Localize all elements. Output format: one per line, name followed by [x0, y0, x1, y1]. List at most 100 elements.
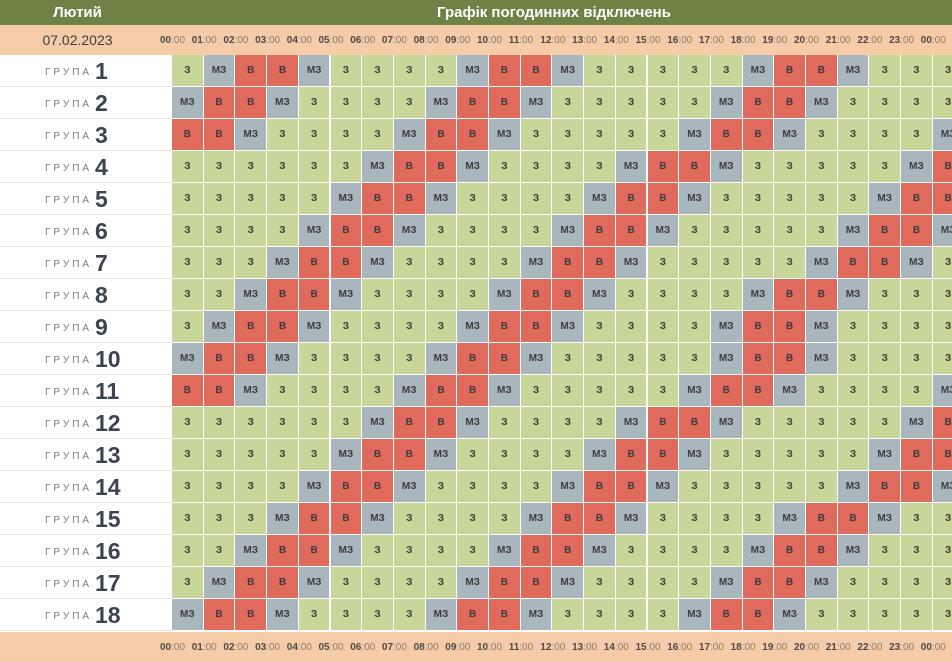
status-cell-z: З — [869, 55, 902, 87]
status-cell-z: З — [298, 439, 331, 471]
status-cell-z: З — [298, 119, 331, 151]
status-cell-z: З — [330, 375, 363, 407]
group-label: ГРУПА 1 — [0, 55, 172, 87]
status-cell-v: В — [742, 87, 775, 119]
status-cell-v: В — [267, 55, 299, 87]
status-cell-z: З — [362, 119, 394, 151]
status-cell-z: З — [679, 247, 711, 279]
status-cell-mz: МЗ — [203, 55, 236, 87]
minutes-suffix: :00 — [424, 642, 439, 653]
status-cell-mz: МЗ — [552, 567, 585, 599]
group-label: ГРУПА 16 — [0, 535, 172, 567]
status-cell-mz: МЗ — [774, 503, 806, 535]
hour-label: 19:00 — [762, 641, 787, 655]
status-cell-v: В — [393, 439, 426, 471]
group-word: ГРУПА — [45, 451, 93, 462]
status-cell-v: В — [584, 503, 616, 535]
status-cell-v: В — [298, 247, 331, 279]
status-cell-mz: МЗ — [362, 151, 394, 183]
status-cell-v: В — [425, 407, 458, 439]
hour-value: 23 — [889, 35, 901, 46]
status-cell-z: З — [932, 87, 952, 119]
hour-value: 05 — [318, 642, 330, 653]
status-cell-z: З — [203, 183, 236, 215]
minutes-suffix: :00 — [488, 642, 503, 653]
status-cell-z: З — [362, 311, 394, 343]
status-cell-mz: МЗ — [235, 279, 268, 311]
hour-label: 15:00 — [636, 34, 661, 48]
status-cell-v: В — [774, 87, 806, 119]
status-cell-z: З — [837, 567, 870, 599]
status-cell-z: З — [267, 471, 299, 503]
status-cell-z: З — [362, 567, 394, 599]
status-cell-mz: МЗ — [806, 247, 838, 279]
hour-label: 06:00 — [350, 34, 375, 48]
status-cell-z: З — [837, 87, 870, 119]
status-cell-z: З — [298, 599, 331, 631]
status-cell-mz: МЗ — [932, 119, 952, 151]
status-cell-z: З — [679, 279, 711, 311]
status-cell-z: З — [457, 215, 489, 247]
hour-value: 16 — [667, 642, 679, 653]
group-number: 13 — [95, 442, 121, 468]
minutes-suffix: :00 — [710, 35, 724, 46]
hour-value: 20 — [794, 35, 806, 46]
status-cell-z: З — [679, 471, 711, 503]
status-cell-z: З — [489, 471, 521, 503]
status-cell-v: В — [520, 567, 553, 599]
status-cell-z: З — [901, 375, 933, 407]
status-cell-v: В — [584, 215, 616, 247]
status-cell-z: З — [552, 119, 585, 151]
status-cell-z: З — [425, 567, 458, 599]
status-cell-z: З — [362, 375, 394, 407]
header-bar: Лютий Графік погодинних відключень — [0, 0, 952, 25]
status-cell-z: З — [203, 503, 236, 535]
status-cell-z: З — [869, 279, 902, 311]
status-cell-z: З — [393, 55, 426, 87]
status-cell-v: В — [774, 567, 806, 599]
status-cell-z: З — [362, 535, 394, 567]
hour-label: 08:00 — [414, 34, 439, 48]
status-cell-v: В — [710, 375, 743, 407]
status-cell-mz: МЗ — [679, 183, 711, 215]
status-cell-z: З — [552, 343, 585, 375]
status-cell-mz: МЗ — [806, 87, 838, 119]
status-cell-z: З — [457, 503, 489, 535]
hour-label: 13:00 — [572, 641, 597, 655]
date-label: 07.02.2023 — [42, 32, 113, 48]
hour-value: 06 — [350, 35, 362, 46]
status-cell-mz: МЗ — [774, 119, 806, 151]
status-cell-mz: МЗ — [457, 151, 489, 183]
status-cell-z: З — [520, 471, 553, 503]
status-cell-v: В — [489, 55, 521, 87]
group-row: ГРУПА 17 З МЗ В В МЗ З З З З МЗ В В МЗ З З З З МЗ В В МЗ З З З З — [0, 567, 952, 599]
status-cell-v: В — [615, 183, 648, 215]
status-cell-v: В — [298, 503, 331, 535]
status-cell-z: З — [806, 407, 838, 439]
status-cell-v: В — [172, 375, 204, 407]
status-cell-z: З — [647, 311, 680, 343]
group-row: ГРУПА11ВВМЗЗЗЗЗМЗВВМЗЗЗЗЗЗМЗВВМЗЗЗЗЗМЗ — [0, 375, 952, 407]
status-cell-mz: МЗ — [425, 439, 458, 471]
status-cell-v: В — [235, 311, 268, 343]
group-number: 15 — [95, 506, 121, 532]
status-cell-z: З — [267, 375, 299, 407]
group-row: ГРУПА 13 З З З З З МЗ В В МЗ З З З З МЗ В В МЗ З З З З З МЗ В В — [0, 439, 952, 471]
minutes-suffix: :00 — [710, 642, 724, 653]
minutes-suffix: :00 — [678, 35, 693, 46]
status-cell-z: З — [742, 215, 775, 247]
minutes-suffix: :00 — [266, 642, 281, 653]
group-word: ГРУПА — [45, 195, 93, 206]
status-cell-z: З — [710, 183, 743, 215]
status-cell-mz: МЗ — [330, 439, 363, 471]
status-cell-z: З — [203, 471, 236, 503]
status-cell-mz: МЗ — [679, 375, 711, 407]
status-cell-v: В — [203, 599, 236, 631]
status-cell-z: З — [806, 471, 838, 503]
hour-label: 11:00 — [509, 641, 533, 655]
schedule-grid: ГРУПА 1 З МЗ В В МЗ З З З З МЗ В В МЗ З З З З З МЗ В В МЗ З З З ГРУ… — [0, 55, 952, 632]
status-cell-v: В — [742, 567, 775, 599]
status-cell-z: З — [932, 247, 952, 279]
status-cell-z: З — [837, 375, 870, 407]
minutes-suffix: :00 — [583, 35, 598, 46]
